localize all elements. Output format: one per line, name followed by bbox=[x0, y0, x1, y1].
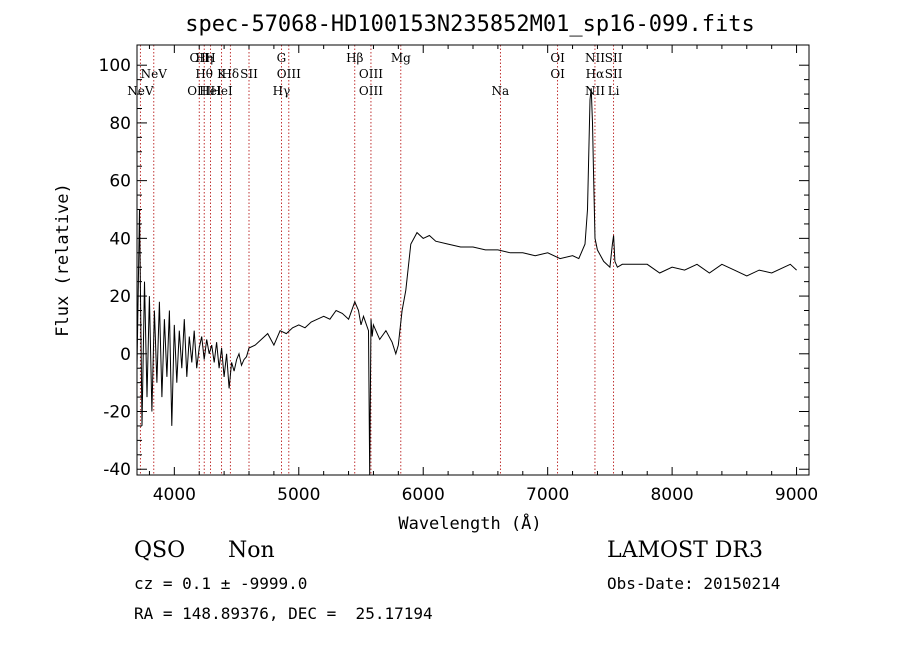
line-label: SII bbox=[605, 51, 623, 65]
line-label: SII bbox=[240, 67, 258, 81]
line-label: OI bbox=[550, 67, 565, 81]
line-label: OIII bbox=[187, 84, 211, 98]
line-label: Hα bbox=[586, 67, 605, 81]
object-subclass: Non bbox=[228, 538, 275, 563]
line-label: G bbox=[277, 51, 287, 65]
line-label: Hη bbox=[195, 51, 213, 65]
line-label: NeV bbox=[127, 84, 154, 98]
line-label: NeV bbox=[141, 67, 168, 81]
line-label: Hγ bbox=[273, 84, 291, 98]
line-label: Hβ bbox=[346, 51, 363, 65]
plot-frame bbox=[136, 44, 810, 476]
chart-title: spec-57068-HD100153N235852M01_sp16-099.f… bbox=[185, 12, 755, 37]
line-label: Hδ bbox=[221, 67, 239, 81]
x-axis-label: Wavelength (Å) bbox=[398, 512, 541, 534]
coordinates: RA = 148.89376, DEC = 25.17194 bbox=[134, 604, 433, 623]
x-tick-label: 5000 bbox=[277, 485, 320, 505]
line-label: Mg bbox=[391, 51, 411, 65]
line-markers bbox=[139, 45, 615, 475]
redshift-cz: cz = 0.1 ± -9999.0 bbox=[134, 574, 308, 593]
line-label: NII bbox=[585, 84, 605, 98]
y-tick-label: 80 bbox=[109, 114, 131, 134]
line-label: K bbox=[217, 67, 227, 81]
x-tick-label: 9000 bbox=[775, 485, 818, 505]
line-label: OII bbox=[190, 51, 210, 65]
x-tick-label: 8000 bbox=[650, 485, 693, 505]
y-tick-label: -20 bbox=[103, 403, 131, 423]
line-label: Na bbox=[492, 84, 510, 98]
obs-date: Obs-Date: 20150214 bbox=[607, 574, 781, 593]
y-axis-ticks: -40 -20 0 20 40 60 80 100 bbox=[99, 56, 809, 480]
y-tick-label: -40 bbox=[103, 460, 131, 480]
y-tick-label: 40 bbox=[109, 229, 131, 249]
line-label: NII bbox=[585, 51, 605, 65]
y-tick-label: 0 bbox=[120, 345, 131, 365]
line-label: OIII bbox=[359, 67, 383, 81]
line-label: H bbox=[205, 51, 215, 65]
survey-name: LAMOST DR3 bbox=[607, 538, 763, 563]
y-axis-label: Flux (relative) bbox=[53, 183, 73, 337]
line-label: OIII bbox=[359, 84, 383, 98]
spectrum-line bbox=[136, 88, 797, 476]
line-label: SII bbox=[605, 67, 623, 81]
line-label: HeI bbox=[210, 84, 233, 98]
line-label: Li bbox=[608, 84, 620, 98]
x-tick-label: 7000 bbox=[526, 485, 569, 505]
line-label: HeI bbox=[199, 84, 222, 98]
y-tick-label: 20 bbox=[109, 287, 131, 307]
x-tick-label: 4000 bbox=[153, 485, 196, 505]
line-label: OI bbox=[550, 51, 565, 65]
y-tick-label: 60 bbox=[109, 172, 131, 192]
line-label: Hθ bbox=[195, 67, 213, 81]
line-label: OIII bbox=[277, 67, 301, 81]
x-axis-ticks: 4000 5000 6000 7000 8000 9000 bbox=[148, 45, 818, 505]
y-tick-label: 100 bbox=[99, 56, 131, 76]
x-tick-label: 6000 bbox=[402, 485, 445, 505]
object-class: QSO bbox=[134, 538, 186, 563]
